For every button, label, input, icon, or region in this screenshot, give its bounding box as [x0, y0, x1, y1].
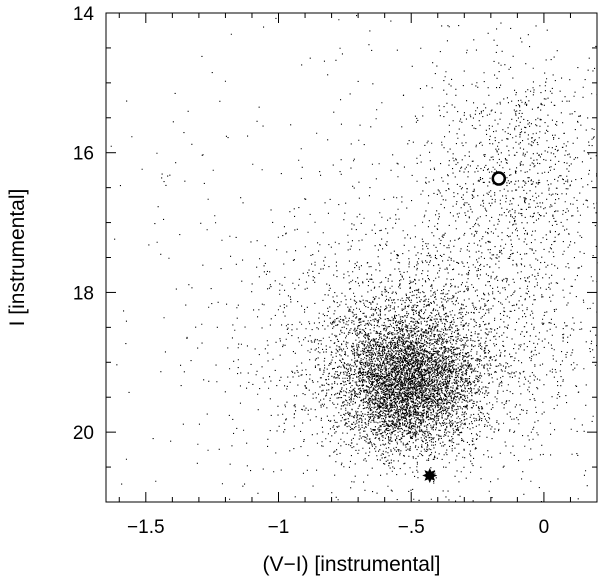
special-markers	[422, 171, 507, 483]
x-tick-label: −.5	[398, 517, 425, 538]
axis-ticks	[106, 12, 598, 503]
y-tick-label: 16	[73, 144, 94, 165]
filled-star-marker	[422, 467, 438, 483]
y-tick-label: 18	[73, 283, 94, 304]
y-tick-label: 14	[73, 4, 95, 25]
x-tick-label: −1	[268, 517, 290, 538]
plot-frame	[105, 12, 598, 503]
y-tick-label: 20	[73, 423, 94, 444]
x-tick-label: 0	[539, 517, 550, 538]
x-axis-label: (V−I) [instrumental]	[263, 553, 441, 576]
x-tick-label: −1.5	[127, 517, 165, 538]
open-circle-marker	[491, 171, 507, 186]
y-axis-label: I [instrumental]	[6, 189, 29, 327]
tick-labels: −1.5 −1 −.5 0 14 16 18 20	[73, 4, 549, 538]
